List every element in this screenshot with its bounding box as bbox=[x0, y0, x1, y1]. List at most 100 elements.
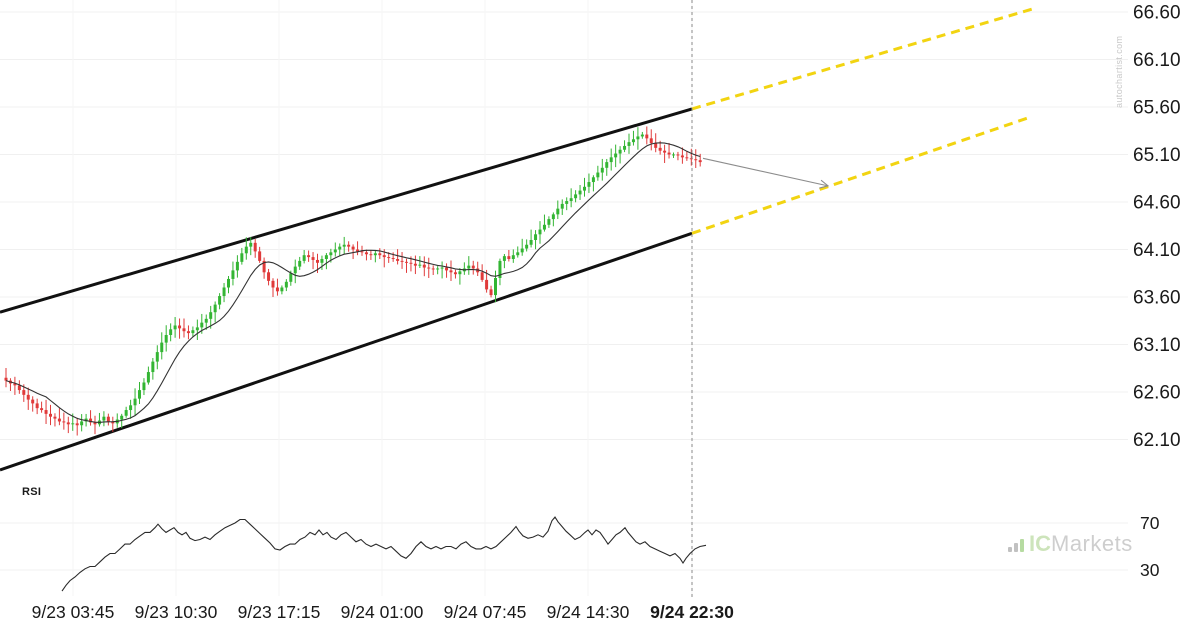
candle-bear bbox=[17, 385, 21, 391]
candle-bear bbox=[369, 254, 373, 256]
candle-bull bbox=[155, 352, 159, 362]
candle-bull bbox=[640, 134, 644, 137]
candle-bull bbox=[209, 312, 213, 319]
candle-bull bbox=[80, 421, 84, 426]
candle-bear bbox=[387, 257, 391, 259]
price-axis-label: 64.60 bbox=[1133, 193, 1181, 214]
rsi-indicator-layer bbox=[61, 516, 707, 592]
candle-bull bbox=[342, 244, 346, 247]
candle-bear bbox=[253, 242, 257, 252]
candle-bear bbox=[311, 257, 315, 260]
candle-bear bbox=[360, 251, 364, 253]
time-axis-label: 9/23 10:30 bbox=[135, 602, 218, 622]
candle-bear bbox=[364, 252, 368, 255]
candle-bull bbox=[498, 260, 502, 278]
candle-bull bbox=[249, 242, 253, 247]
candle-bear bbox=[378, 253, 382, 256]
price-axis-label: 65.10 bbox=[1133, 145, 1181, 166]
candle-bear bbox=[382, 255, 386, 258]
candle-bull bbox=[467, 265, 471, 269]
candle-bull bbox=[574, 194, 578, 199]
candle-bear bbox=[649, 138, 653, 144]
candle-bull bbox=[587, 182, 591, 187]
moving-average-layer bbox=[5, 142, 701, 423]
candle-bear bbox=[178, 325, 182, 329]
candle-bear bbox=[409, 262, 413, 264]
candle-bear bbox=[275, 287, 279, 292]
candle-bull bbox=[560, 203, 564, 209]
candle-bear bbox=[267, 272, 271, 281]
candle-bull bbox=[458, 271, 462, 275]
candle-bear bbox=[685, 157, 689, 159]
candle-bull bbox=[164, 335, 168, 343]
time-axis-label-current: 9/24 22:30 bbox=[650, 602, 734, 622]
candle-bull bbox=[605, 162, 609, 168]
candle-bull bbox=[333, 249, 337, 253]
time-axis-label: 9/24 14:30 bbox=[547, 602, 630, 622]
candle-bear bbox=[689, 158, 693, 160]
candle-bull bbox=[542, 224, 546, 230]
rsi-axis-label: 70 bbox=[1140, 513, 1160, 533]
candle-bull bbox=[320, 259, 324, 263]
candle-bull bbox=[213, 304, 217, 313]
candle-bull bbox=[195, 327, 199, 331]
candle-bull bbox=[284, 281, 288, 288]
candle-bear bbox=[698, 160, 702, 163]
candle-bear bbox=[694, 159, 698, 161]
icmarkets-bars-icon bbox=[1008, 539, 1026, 555]
candle-bull bbox=[627, 142, 631, 146]
candle-bear bbox=[391, 258, 395, 259]
forecast-layer bbox=[691, 0, 830, 600]
candle-bear bbox=[413, 263, 417, 266]
candle-bull bbox=[200, 322, 204, 328]
candle-bull bbox=[565, 201, 569, 204]
candle-bear bbox=[31, 399, 35, 404]
channel-lower-forecast-dashed bbox=[691, 115, 1033, 235]
candle-bear bbox=[62, 421, 66, 423]
icmarkets-logo-ic: IC bbox=[1029, 531, 1051, 556]
candle-bear bbox=[262, 260, 266, 273]
candle-bull bbox=[440, 267, 444, 269]
candle-bear bbox=[431, 268, 435, 270]
candle-bear bbox=[471, 265, 475, 269]
candle-bear bbox=[400, 260, 404, 262]
icmarkets-logo-markets: Markets bbox=[1051, 531, 1133, 556]
icmarkets-logo: IC Markets bbox=[1008, 533, 1133, 555]
candle-bear bbox=[405, 261, 408, 263]
candle-bear bbox=[449, 270, 453, 273]
candle-bull bbox=[218, 296, 222, 305]
price-axis-label: 63.10 bbox=[1133, 335, 1181, 356]
candle-bear bbox=[57, 418, 61, 422]
candle-bear bbox=[75, 423, 79, 426]
candle-bear bbox=[13, 383, 17, 386]
candle-bear bbox=[49, 413, 52, 417]
candle-bull bbox=[436, 268, 440, 270]
candle-bull bbox=[578, 190, 582, 195]
candle-bull bbox=[191, 330, 195, 334]
candle-bull bbox=[293, 266, 297, 274]
price-axis-label: 66.10 bbox=[1133, 50, 1181, 71]
candle-bear bbox=[680, 155, 684, 158]
time-axis-label: 9/24 01:00 bbox=[341, 602, 424, 622]
candle-bull bbox=[298, 260, 302, 267]
channel-upper-line bbox=[0, 107, 693, 314]
price-axis-label: 66.60 bbox=[1133, 3, 1181, 24]
autochartist-watermark: autochartist.com bbox=[1114, 35, 1124, 108]
candle-bull bbox=[227, 278, 230, 288]
candle-bear bbox=[507, 256, 511, 259]
candle-bear bbox=[26, 394, 30, 400]
candle-bull bbox=[151, 361, 155, 373]
candle-bull bbox=[373, 253, 377, 256]
candle-bull bbox=[614, 153, 618, 158]
candle-bear bbox=[347, 244, 351, 247]
candle-bear bbox=[645, 134, 649, 139]
candle-bull bbox=[529, 240, 533, 245]
price-axis-label: 64.10 bbox=[1133, 240, 1181, 261]
candle-bull bbox=[102, 416, 106, 421]
candle-bull bbox=[280, 287, 284, 292]
time-axis-label: 9/23 03:45 bbox=[32, 602, 115, 622]
candle-bull bbox=[600, 167, 604, 173]
candle-bear bbox=[182, 328, 186, 332]
candle-bear bbox=[453, 272, 457, 275]
